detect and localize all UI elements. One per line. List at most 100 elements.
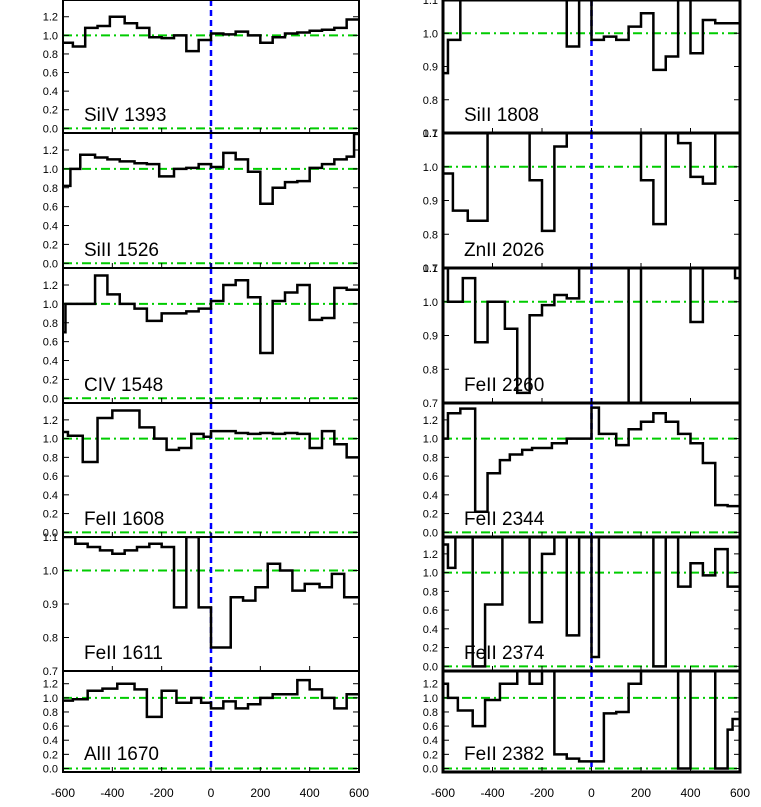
panel-label: FeII 1608 [84, 509, 164, 530]
y-tick-label: 0.4 [43, 490, 58, 502]
x-tick-label: 200 [631, 786, 651, 800]
x-tick-label: -200 [530, 786, 554, 800]
panel-label: FeII 2260 [464, 375, 544, 396]
y-tick-label: 1.2 [43, 280, 58, 292]
y-tick-label: 1.2 [43, 679, 58, 691]
y-tick-label: 0.6 [43, 471, 58, 483]
y-tick-label: 0.0 [43, 123, 58, 135]
y-tick-label: 1.0 [43, 434, 58, 446]
y-tick-label: 0.2 [43, 105, 58, 117]
y-tick-label: 1.0 [423, 297, 438, 309]
x-tick-label: -600 [431, 786, 455, 800]
panel-alii-1670: 0.0 0.2 0.4 0.6 0.8 1.0 1.2 AlII 1670 [43, 670, 360, 775]
y-tick-label: 1.1 [423, 0, 438, 7]
y-tick-label: 0.0 [423, 763, 438, 775]
y-tick-label: 0.4 [43, 86, 58, 98]
y-tick-label: 1.0 [43, 30, 58, 42]
y-tick-label: 0.8 [423, 364, 438, 376]
y-tick-label: 1.2 [43, 415, 58, 427]
spectrum-line [63, 274, 359, 355]
y-tick-label: 1.0 [423, 568, 438, 580]
y-tick-label: 0.7 [423, 128, 438, 140]
x-tick-label: 0 [208, 786, 215, 800]
y-tick-label: 1.2 [43, 145, 58, 157]
panel-label: FeII 2374 [464, 643, 545, 664]
spectrum-line [63, 409, 359, 464]
y-tick-label: 0.8 [423, 707, 438, 719]
y-tick-label: 1.2 [423, 415, 438, 427]
y-tick-label: 1.1 [43, 532, 58, 544]
x-tick-label: 600 [730, 786, 750, 800]
x-tick-label: -600 [51, 786, 75, 800]
y-tick-label: 0.4 [423, 490, 438, 502]
y-tick-label: 0.8 [43, 183, 58, 195]
y-tick-label: 0.8 [423, 229, 438, 241]
x-tick-label: 200 [250, 786, 270, 800]
x-tick-label: 600 [349, 786, 369, 800]
y-tick-label: 1.1 [423, 263, 438, 275]
y-tick-label: 0.7 [423, 263, 438, 275]
y-tick-label: 0.2 [43, 509, 58, 521]
y-tick-label: 1.0 [423, 693, 438, 705]
y-tick-label: 0.0 [43, 393, 58, 405]
y-tick-label: 0.6 [43, 337, 58, 349]
y-tick-label: 0.6 [43, 721, 58, 733]
y-tick-label: 0.6 [423, 471, 438, 483]
y-tick-label: 1.0 [43, 566, 58, 578]
panel-civ-1548: 0.0 0.2 0.4 0.6 0.8 1.0 1.2 CIV 1548 [43, 267, 360, 405]
spectrum-line [63, 15, 359, 53]
panel-label: SiIV 1393 [84, 105, 166, 126]
y-tick-label: 0.0 [423, 527, 438, 539]
panel-feii-2374: 0.0 0.2 0.4 0.6 0.8 1.0 1.2 FeII 2374 [423, 535, 742, 673]
spectrum-line [443, 133, 740, 233]
y-tick-label: 0.7 [423, 398, 438, 410]
y-tick-label: 1.0 [43, 164, 58, 176]
y-tick-label: 0.6 [423, 605, 438, 617]
y-tick-label: 1.0 [423, 434, 438, 446]
y-tick-label: 0.2 [43, 749, 58, 761]
panel-label: ZnII 2026 [464, 240, 544, 261]
panel-feii-2260: 0.7 0.8 0.9 1.0 1.1 FeII 2260 [423, 263, 742, 410]
panel-label: FeII 2344 [464, 509, 545, 530]
spectrum-line [443, 406, 740, 513]
panel-siii-1526: 0.0 0.2 0.4 0.6 0.8 1.0 1.2 SiII 1526 [43, 132, 360, 270]
y-tick-label: 0.8 [43, 633, 58, 645]
panel-label: FeII 2382 [464, 744, 544, 765]
y-tick-label: 0.2 [423, 749, 438, 761]
y-tick-label: 0.8 [43, 318, 58, 330]
y-tick-label: 0.7 [43, 666, 58, 678]
y-tick-label: 0.8 [423, 95, 438, 107]
y-tick-label: 0.2 [423, 643, 438, 655]
y-tick-label: 1.0 [43, 299, 58, 311]
y-tick-label: 0.9 [43, 599, 58, 611]
y-tick-label: 0.6 [423, 721, 438, 733]
y-tick-label: 0.4 [43, 356, 58, 368]
panel-label: CIV 1548 [84, 375, 163, 396]
y-tick-label: 0.2 [423, 509, 438, 521]
panel-label: FeII 1611 [84, 643, 163, 664]
spectrum-line [63, 537, 359, 649]
y-tick-label: 0.8 [43, 452, 58, 464]
y-tick-label: 0.8 [423, 586, 438, 598]
y-tick-label: 0.9 [423, 331, 438, 343]
y-tick-label: 0.2 [43, 239, 58, 251]
spectrum-line [443, 671, 740, 770]
y-tick-label: 0.9 [423, 62, 438, 74]
x-tick-label: 400 [300, 786, 320, 800]
y-tick-label: 0.2 [43, 374, 58, 386]
y-tick-label: 0.8 [423, 452, 438, 464]
x-tick-label: -400 [100, 786, 124, 800]
y-tick-label: 0.0 [43, 527, 58, 539]
y-tick-label: 1.2 [43, 12, 58, 24]
y-tick-label: 0.4 [43, 735, 58, 747]
panel-feii-1608: 0.0 0.2 0.4 0.6 0.8 1.0 1.2 FeII 1608 [43, 402, 360, 539]
panel-frame [62, 670, 360, 773]
panel-feii-2344: 0.0 0.2 0.4 0.6 0.8 1.0 1.2 FeII 2344 [423, 401, 742, 539]
panel-label: AlII 1670 [84, 744, 159, 765]
y-tick-label: 1.0 [423, 28, 438, 40]
x-tick-label: 400 [680, 786, 700, 800]
y-tick-label: 0.6 [43, 202, 58, 214]
y-tick-label: 0.8 [43, 707, 58, 719]
panel-frame [441, 669, 742, 774]
